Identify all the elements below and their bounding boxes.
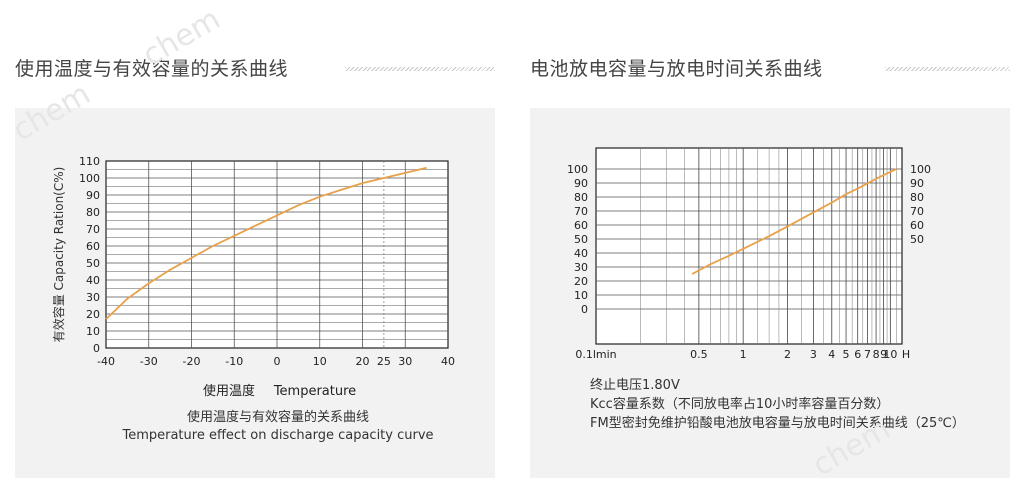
y-tick-label-left: 100 — [567, 163, 588, 176]
x-tick-label: 25 — [377, 355, 391, 368]
x-tick-label: 3 — [810, 348, 817, 361]
y-tick-label-left: 30 — [574, 261, 588, 274]
x-axis-label-cn: 使用温度 — [203, 383, 255, 399]
x-tick-label: -10 — [225, 355, 243, 368]
y-tick-label-left: 90 — [574, 177, 588, 190]
x-tick-label: 20 — [356, 355, 370, 368]
y-tick-label-left: 40 — [574, 247, 588, 260]
discharge-curve — [691, 168, 897, 275]
capacity-curve — [105, 166, 427, 320]
temperature-capacity-chart: 0 10 20 30 40 50 60 70 80 90 100 110 -40 -30 -20 -10 0 10… — [51, 155, 455, 443]
chart-note: 终止电压1.80V — [590, 377, 680, 393]
y-tick-label-left: 20 — [574, 275, 588, 288]
x-tick-label: -40 — [97, 355, 115, 368]
y-tick-label: 110 — [79, 155, 100, 168]
right-chart-panel: 0 10 20 30 40 50 60 70 80 90 100 50 60 70 80 90 100 0.1lm… — [530, 108, 1010, 478]
y-tick-label: 80 — [86, 206, 100, 219]
y-tick-label-right: 80 — [910, 191, 924, 204]
y-tick-label-right: 70 — [910, 205, 924, 218]
chart-caption-en: Temperature effect on discharge capacity… — [121, 428, 433, 443]
y-tick-label-right: 90 — [910, 177, 924, 190]
y-tick-label-right: 50 — [910, 233, 924, 246]
y-axis-label: 有效容量 Capacity Ration(C%) — [51, 167, 66, 343]
x-tick-label: 0 — [274, 355, 281, 368]
y-tick-label: 20 — [86, 308, 100, 321]
chart-note: Kcc容量系数（不同放电率占10小时率容量百分数） — [590, 396, 889, 412]
right-section-title: 电池放电容量与放电时间关系曲线 — [530, 58, 823, 80]
x-axis-label-en: Temperature — [273, 384, 356, 399]
x-tick-label: 0.1lmin — [575, 348, 616, 361]
chart-caption-cn: 使用温度与有效容量的关系曲线 — [187, 409, 369, 425]
y-tick-label-right: 100 — [910, 163, 931, 176]
left-section-title: 使用温度与有效容量的关系曲线 — [15, 58, 289, 80]
y-tick-label: 40 — [86, 274, 100, 287]
y-tick-label: 90 — [86, 189, 100, 202]
x-tick-label: H — [902, 348, 910, 361]
x-tick-label: 7 — [864, 348, 871, 361]
x-tick-label: 10 — [883, 348, 897, 361]
x-tick-label: 10 — [313, 355, 327, 368]
y-tick-label-right: 60 — [910, 219, 924, 232]
x-tick-label: 5 — [843, 348, 850, 361]
y-tick-label: 50 — [86, 257, 100, 270]
x-tick-label: 6 — [854, 348, 861, 361]
y-tick-label: 70 — [86, 223, 100, 236]
y-tick-label-left: 80 — [574, 191, 588, 204]
x-tick-label: 0.5 — [690, 348, 708, 361]
x-tick-label: 9 — [880, 348, 887, 361]
y-tick-label-left: 0 — [581, 303, 588, 316]
left-chart-panel: 0 10 20 30 40 50 60 70 80 90 100 110 -40 -30 -20 -10 0 10… — [15, 108, 495, 478]
x-tick-label: -20 — [183, 355, 201, 368]
y-tick-label: 30 — [86, 291, 100, 304]
y-tick-label-left: 10 — [574, 289, 588, 302]
y-tick-label-left: 60 — [574, 219, 588, 232]
y-tick-label: 60 — [86, 240, 100, 253]
y-tick-label: 100 — [79, 172, 100, 185]
x-tick-label: 2 — [784, 348, 791, 361]
discharge-time-capacity-chart: 010203040506070809010050607080901000.1lm… — [567, 147, 965, 431]
y-tick-label-left: 70 — [574, 205, 588, 218]
y-tick-label-left: 50 — [574, 233, 588, 246]
x-tick-label: 30 — [398, 355, 412, 368]
x-tick-label: 8 — [873, 348, 880, 361]
x-tick-label: -30 — [140, 355, 158, 368]
x-tick-label: 40 — [441, 355, 455, 368]
y-tick-label: 10 — [86, 325, 100, 338]
x-tick-label: 1 — [740, 348, 747, 361]
y-tick-label: 0 — [93, 342, 100, 355]
chart-note: FM型密封免维护铅酸电池放电容量与放电时间关系曲线（25℃） — [590, 415, 965, 431]
right-title-rule — [885, 67, 1010, 71]
x-tick-label: 4 — [828, 348, 835, 361]
left-title-rule — [345, 67, 495, 71]
